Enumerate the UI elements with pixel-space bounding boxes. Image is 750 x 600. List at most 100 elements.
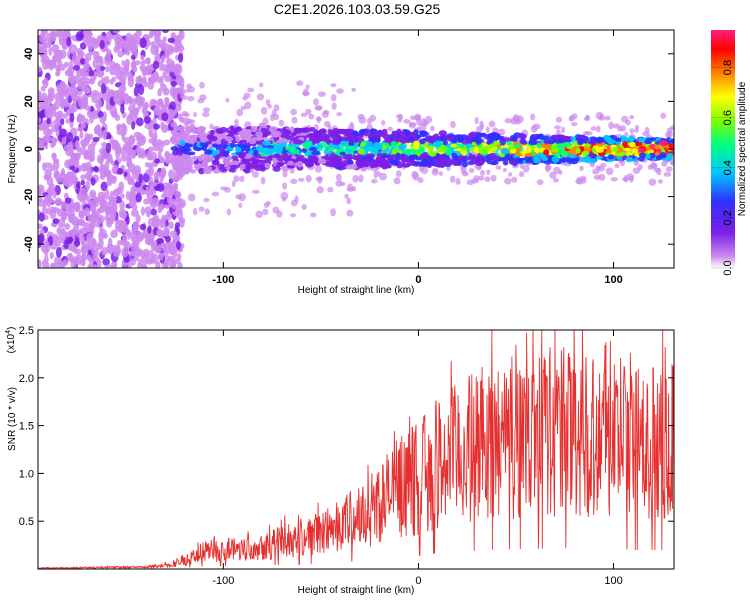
spectrogram-cell — [110, 229, 118, 239]
spectrogram-cell — [104, 264, 113, 268]
spectrogram-cell — [79, 196, 86, 203]
spectrogram-cell — [408, 154, 415, 162]
spectrogram-cell — [655, 154, 662, 161]
spectrogram-cell — [100, 203, 105, 209]
spectrogram-cell — [498, 128, 506, 136]
spectrogram-cell — [228, 167, 236, 173]
spectrogram-cell — [461, 170, 468, 175]
spectrogram-cell — [352, 174, 359, 183]
spectrogram-cell — [620, 136, 630, 143]
spectrogram-cell — [149, 176, 154, 186]
spectrogram-cell — [114, 220, 120, 230]
spectrogram-cell — [473, 146, 480, 153]
spectrogram-cell — [260, 152, 267, 157]
spectrogram-cell — [121, 60, 126, 67]
spectrogram-cell — [156, 228, 164, 238]
spectrogram-cell — [83, 154, 89, 160]
spectrogram-cell — [229, 164, 239, 169]
spectrogram-cell — [282, 170, 288, 178]
spectrogram-cell — [200, 136, 207, 143]
spectrogram-cell — [276, 210, 283, 218]
spectrogram-cell — [438, 171, 444, 176]
spectrogram-cell — [203, 155, 213, 162]
spectrogram-cell — [316, 116, 322, 124]
spectrogram-cell — [170, 261, 177, 268]
spectrogram-cell — [545, 165, 552, 171]
spectrogram-cell — [308, 113, 315, 120]
spectrogram-cell — [413, 140, 420, 147]
spectrogram-cell — [317, 158, 327, 165]
spectrogram-cell — [255, 210, 264, 219]
spectrogram-cell — [346, 209, 354, 217]
spectrogram-cell — [157, 204, 163, 211]
spectrogram-cell — [660, 112, 667, 119]
spectrogram-cell — [331, 138, 341, 145]
spectrogram-cell — [514, 118, 522, 125]
spectrogram-cell — [159, 39, 165, 50]
spectrogram-cell — [253, 149, 259, 156]
spectrogram-cell — [193, 111, 198, 118]
spectrogram-cell — [41, 135, 50, 144]
spectrogram-cell — [149, 119, 154, 129]
spectrogram-cell — [234, 126, 243, 132]
spectrogram-cell — [168, 185, 176, 196]
spectrogram-cell — [533, 147, 540, 153]
spectrogram-cell — [146, 249, 155, 261]
spectrogram-cell — [218, 166, 225, 171]
spectrogram-cell — [290, 213, 297, 218]
spectrogram-cell — [115, 69, 122, 80]
spectrogram-cell — [173, 198, 181, 203]
spectrogram-cell — [273, 113, 280, 121]
spectrogram-cell — [251, 159, 261, 164]
spectrogram-cell — [64, 197, 72, 204]
spectrogram-cell — [134, 147, 142, 154]
spectrogram-cell — [172, 249, 178, 258]
spectrogram-cell — [553, 125, 562, 130]
spectrogram-cell — [38, 184, 45, 191]
spectrogram-cell — [223, 151, 230, 158]
spectrogram-cell — [169, 101, 176, 111]
snr-ytick-label: 1.0 — [19, 468, 34, 480]
spectrogram-cell — [629, 141, 637, 148]
spectrogram-cell — [64, 202, 73, 213]
spectrogram-cell — [502, 167, 507, 173]
spectrogram-cell — [555, 138, 563, 145]
spectrogram-cell — [358, 116, 367, 124]
spectrogram-cell — [64, 223, 71, 230]
spectrogram-cell — [314, 144, 323, 149]
spectrogram-cell — [156, 107, 161, 115]
spectrogram-cell — [382, 133, 392, 141]
spectrogram-cell — [317, 91, 326, 97]
spectrogram-cell — [169, 86, 177, 97]
spectrogram-cell — [276, 155, 284, 162]
spectrogram-cell — [425, 115, 433, 124]
spectrogram-cell — [645, 146, 651, 151]
spectrogram-cell — [84, 86, 91, 94]
spectrogram-cell — [267, 148, 277, 154]
spectrogram-cell — [42, 205, 47, 216]
spectrogram-cell — [350, 137, 360, 143]
spectrogram-cell — [238, 193, 247, 202]
spectrogram-cell — [123, 63, 130, 73]
spectrogram-cell — [78, 219, 83, 226]
spectrogram-cell — [140, 60, 146, 66]
spectrogram-cell — [91, 247, 99, 259]
spectrogram-cell — [625, 119, 631, 126]
spectrogram-cell — [484, 176, 491, 182]
spectrogram-cell — [137, 236, 143, 243]
spectrogram-cell — [38, 233, 45, 244]
spectrogram-cell — [164, 158, 173, 164]
spectrogram-cell — [73, 248, 78, 254]
spectrogram-ylabel: Frequency (Hz) — [7, 115, 18, 184]
spectrogram-cell — [147, 225, 152, 234]
spectrogram-cell — [625, 156, 633, 163]
spectrogram-cell — [203, 197, 210, 203]
spectrogram-cell — [169, 62, 176, 73]
spectrogram-cell — [190, 169, 197, 174]
spectrogram-cell — [604, 115, 611, 121]
spectrogram-cell — [434, 140, 443, 148]
spectrogram-cell — [172, 237, 178, 248]
spectrogram-cell — [44, 194, 53, 204]
spectrogram-cell — [168, 169, 175, 180]
spectrogram-cell — [558, 170, 563, 175]
